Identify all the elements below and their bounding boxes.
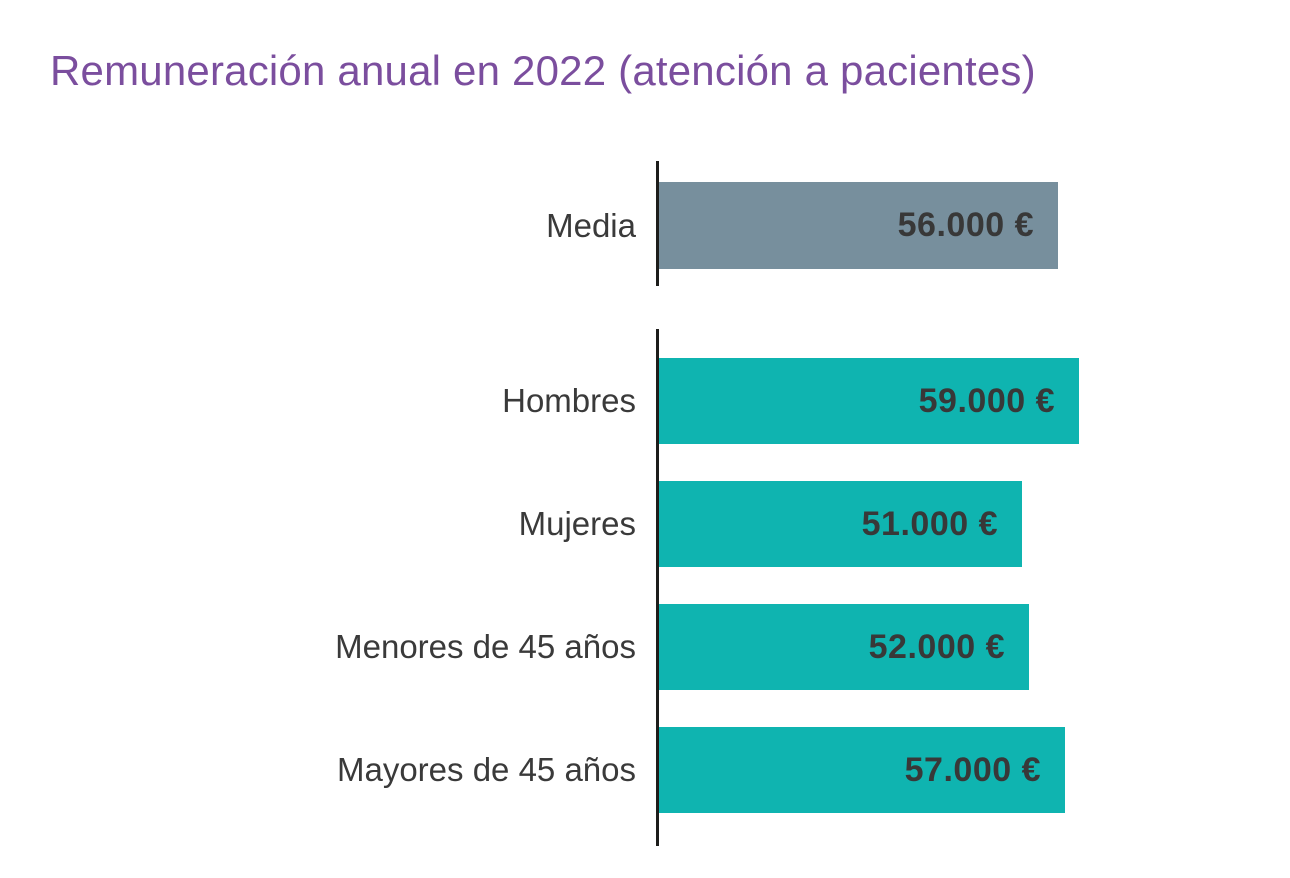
bar-chart: Media 56.000 € Hombres 59.000 € Mujeres … (0, 161, 1290, 847)
chart-page: Remuneración anual en 2022 (atención a p… (0, 46, 1290, 878)
y-axis-line (656, 161, 659, 287)
y-axis-line (656, 329, 659, 847)
bar-row: Hombres 59.000 € (0, 358, 1290, 445)
bar-value-label: 51.000 € (861, 504, 998, 543)
category-label: Mujeres (518, 505, 636, 543)
bar: 51.000 € (659, 481, 1022, 568)
bar-rows-segments: Hombres 59.000 € Mujeres 51.000 € Menore… (0, 329, 1290, 846)
bar-value-label: 59.000 € (918, 381, 1055, 420)
bar-rows-media: Media 56.000 € (0, 161, 1290, 286)
bar-row: Mayores de 45 años 57.000 € (0, 727, 1290, 814)
bar: 59.000 € (659, 358, 1079, 445)
category-label: Hombres (502, 382, 636, 420)
chart-title: Remuneración anual en 2022 (atención a p… (50, 47, 1036, 94)
bar: 52.000 € (659, 604, 1029, 691)
bar-row: Mujeres 51.000 € (0, 481, 1290, 568)
chart-group-segments: Hombres 59.000 € Mujeres 51.000 € Menore… (0, 329, 1290, 847)
category-label: Menores de 45 años (335, 628, 636, 666)
bar-value-label: 56.000 € (897, 206, 1034, 245)
bar: 56.000 € (659, 182, 1058, 270)
category-label: Mayores de 45 años (336, 751, 636, 789)
bar: 57.000 € (659, 727, 1065, 814)
bar-value-label: 52.000 € (868, 627, 1005, 666)
chart-group-media: Media 56.000 € (0, 161, 1290, 287)
category-label: Media (546, 206, 636, 244)
bar-row: Media 56.000 € (0, 182, 1290, 270)
bar-value-label: 57.000 € (904, 750, 1041, 789)
bar-row: Menores de 45 años 52.000 € (0, 604, 1290, 691)
